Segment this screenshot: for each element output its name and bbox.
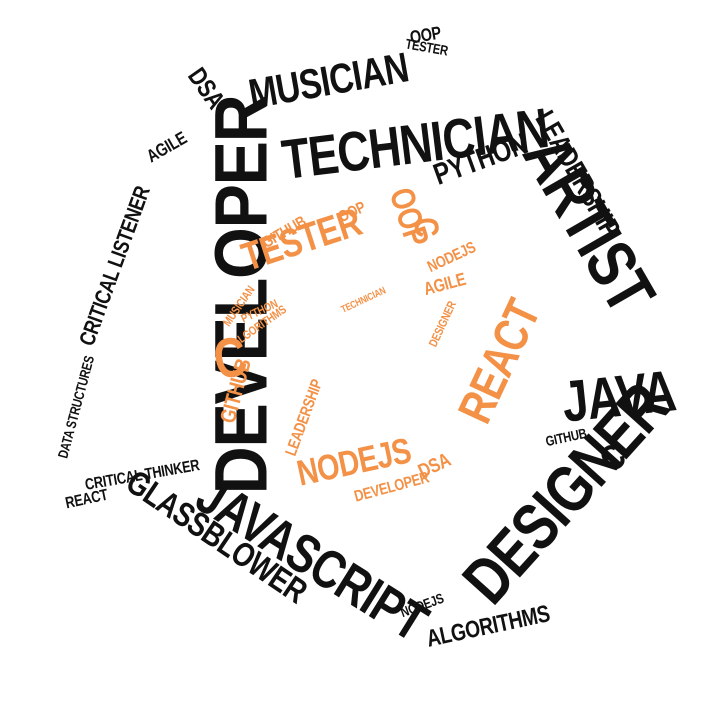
word-cloud-word: REACT — [448, 292, 551, 432]
word-cloud-word: REACT — [63, 486, 110, 513]
word-cloud-word: ALGORITHMS — [424, 600, 553, 653]
word-cloud-word: TECHNICIAN — [339, 285, 388, 316]
word-cloud-word: MUSICIAN — [245, 43, 412, 118]
word-cloud-word: AGILE — [421, 268, 468, 300]
word-cloud-word: AGILE — [143, 127, 191, 167]
word-cloud-word: LEADERSHIP — [282, 377, 327, 459]
word-cloud-word: DATA STRUCTURES — [54, 354, 98, 460]
word-cloud-word: C — [406, 215, 446, 239]
word-cloud-word: DESIGNER — [425, 299, 459, 349]
word-cloud-word: JAVA — [559, 358, 679, 435]
word-cloud-word: CRITICAL LISTENER — [73, 182, 155, 349]
